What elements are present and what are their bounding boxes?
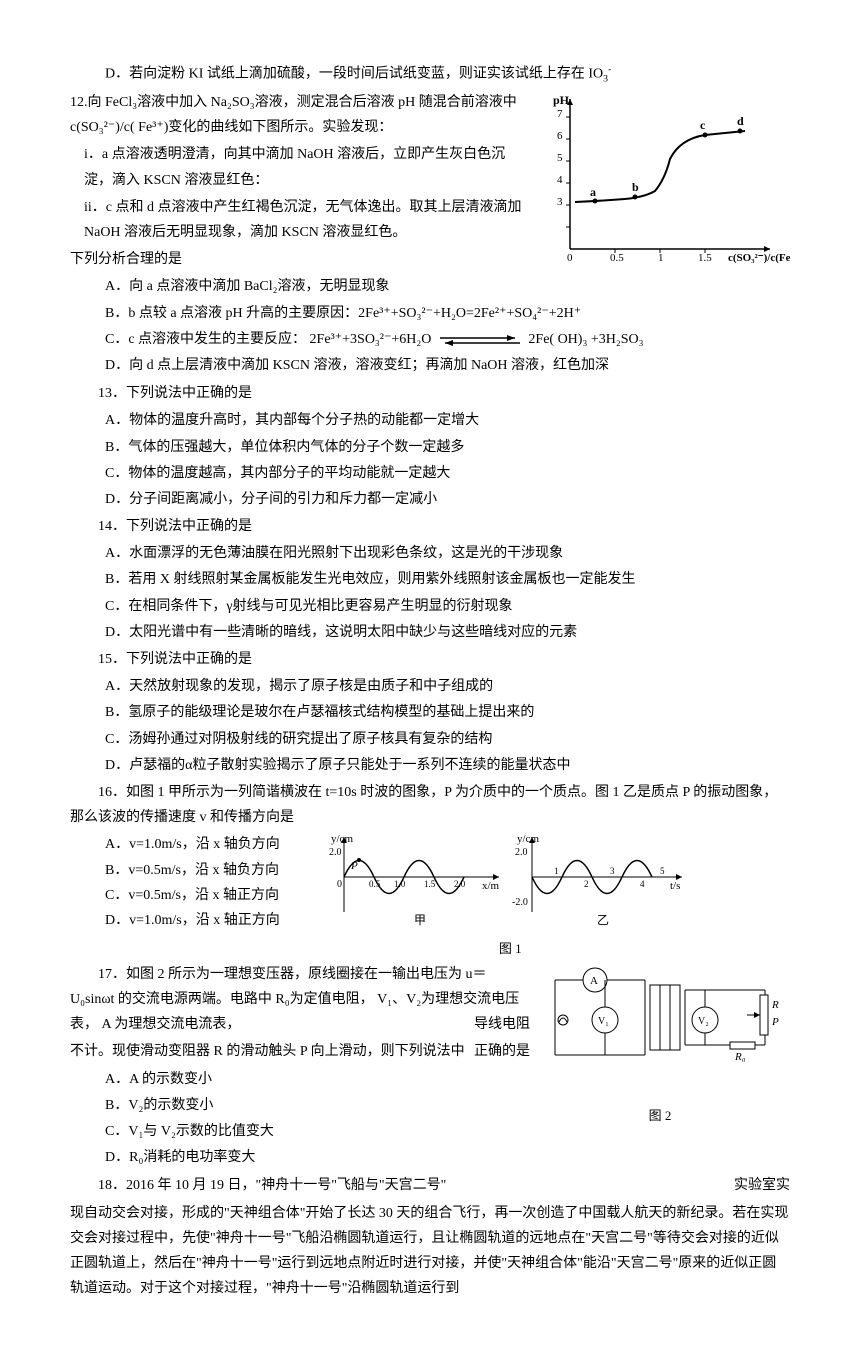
q16-d: D．v=1.0m/s，沿 x 轴正方向	[105, 908, 325, 933]
q18-stem-text: 18．2016 年 10 月 19 日，"神舟十一号"飞船与"天宫二号"	[98, 1178, 446, 1193]
q15-d: D．卢瑟福的α粒子散射实验揭示了原子只能处于一系列不连续的能量状态中	[70, 753, 790, 778]
svg-text:3: 3	[557, 196, 563, 208]
svg-text:y/cm: y/cm	[517, 833, 539, 845]
q15-c: C．汤姆孙通过对阴极射线的研究提出了原子核具有复杂的结构	[70, 727, 790, 752]
svg-text:0.5: 0.5	[610, 252, 624, 264]
svg-text:3: 3	[610, 866, 615, 876]
svg-text:R₀: R₀	[734, 1051, 746, 1063]
q12-b: B．b 点较 a 点溶液 pH 升高的主要原因：2Fe³⁺+SO₃²⁻+H₂O=…	[70, 301, 790, 326]
svg-text:c(SO₃²⁻)/c(Fe³⁺): c(SO₃²⁻)/c(Fe³⁺)	[728, 252, 790, 264]
svg-text:-2.0: -2.0	[512, 897, 528, 908]
svg-text:0.5: 0.5	[369, 879, 381, 889]
q17-figure: A V₁ V₂ R P R₀ 图 2	[530, 960, 790, 1128]
svg-text:V₁: V₁	[598, 1016, 609, 1027]
q16-caption: 图 1	[329, 937, 693, 960]
q14-b: B．若用 X 射线照射某金属板能发生光电效应，则用紫外线照射该金属板也一定能发生	[70, 567, 790, 592]
svg-text:甲: 甲	[414, 913, 426, 927]
sup: -	[608, 64, 611, 75]
q13-d: D．分子间距离减小，分子间的引力和斥力都一定减小	[70, 487, 790, 512]
q13-a: A．物体的温度升高时，其内部每个分子热的动能都一定增大	[70, 408, 790, 433]
svg-text:2.0: 2.0	[329, 847, 342, 858]
svg-text:1.5: 1.5	[424, 879, 436, 889]
q18-stem: 18．2016 年 10 月 19 日，"神舟十一号"飞船与"天宫二号" 实验室…	[70, 1173, 790, 1198]
svg-text:乙: 乙	[597, 913, 609, 927]
q15-a: A．天然放射现象的发现，揭示了原子核是由质子和中子组成的	[70, 674, 790, 699]
svg-text:t/s: t/s	[670, 880, 680, 892]
q16-stem: 16．如图 1 甲所示为一列简谐横波在 t=10s 时波的图象，P 为介质中的一…	[70, 780, 790, 830]
svg-text:4: 4	[640, 879, 645, 889]
q16-b: B．v=0.5m/s，沿 x 轴负方向	[105, 858, 325, 883]
svg-text:2.0: 2.0	[454, 879, 466, 889]
svg-text:A: A	[590, 975, 598, 987]
svg-text:y/cm: y/cm	[331, 833, 353, 845]
q14-c: C．在相同条件下，γ射线与可见光相比更容易产生明显的衍射现象	[70, 594, 790, 619]
sub: 3	[603, 73, 608, 84]
q13-stem: 13．下列说法中正确的是	[70, 381, 790, 406]
q12-d: D．向 d 点上层清液中滴加 KSCN 溶液，溶液变红；再滴加 NaOH 溶液，…	[70, 353, 790, 378]
q17-stem2-tail: 正确的是	[474, 1039, 530, 1064]
q13-b: B．气体的压强越大，单位体积内气体的分子个数一定越多	[70, 435, 790, 460]
q16-fig-jia: y/cm x/m 2.0 0 0.5 1.0 1.5 2.0 P 甲	[329, 832, 509, 927]
q16-figures: y/cm x/m 2.0 0 0.5 1.0 1.5 2.0 P 甲 y/cm t/s…	[329, 832, 693, 960]
q17-caption: 图 2	[530, 1104, 790, 1127]
q12-c-pre: C．c 点溶液中发生的主要反应： 2Fe³⁺+3SO₃²⁻+6H₂O	[105, 332, 431, 347]
equilibrium-arrow-icon	[435, 334, 525, 346]
svg-text:1.5: 1.5	[698, 252, 712, 264]
svg-text:b: b	[632, 180, 639, 194]
q16-options: A．v=1.0m/s，沿 x 轴负方向 B．v=0.5m/s，沿 x 轴负方向 …	[105, 832, 325, 933]
q16-a: A．v=1.0m/s，沿 x 轴负方向	[105, 832, 325, 857]
q18-stem-tail: 实验室实	[706, 1173, 790, 1198]
svg-text:1.0: 1.0	[394, 879, 406, 889]
q14-stem: 14．下列说法中正确的是	[70, 514, 790, 539]
q17-stem1-tail: 导线电阻	[446, 1012, 530, 1037]
svg-text:x/m: x/m	[482, 880, 500, 892]
q15-stem: 15．下列说法中正确的是	[70, 647, 790, 672]
svg-text:0: 0	[567, 252, 573, 264]
svg-text:5: 5	[557, 152, 563, 164]
q12-c: C．c 点溶液中发生的主要反应： 2Fe³⁺+3SO₃²⁻+6H₂O 2Fe( …	[70, 327, 790, 352]
svg-text:d: d	[737, 114, 744, 128]
q12-c-post: 2Fe( OH)₃ +3H₂SO₃	[528, 332, 643, 347]
svg-text:2.0: 2.0	[515, 847, 528, 858]
q11-d-text: D．若向淀粉 KI 试纸上滴加硫酸，一段时间后试纸变蓝，则证实该试纸上存在 IO	[105, 67, 603, 82]
q13-c: C．物体的温度越高，其内部分子的平均动能就一定越大	[70, 461, 790, 486]
svg-text:6: 6	[557, 130, 563, 142]
q14-d: D．太阳光谱中有一些清晰的暗线，这说明太阳中缺少与这些暗线对应的元素	[70, 620, 790, 645]
svg-text:2: 2	[584, 879, 589, 889]
svg-text:V₂: V₂	[698, 1016, 709, 1027]
svg-text:R: R	[771, 999, 779, 1011]
svg-text:5: 5	[660, 866, 665, 876]
q11-option-d: D．若向淀粉 KI 试纸上滴加硫酸，一段时间后试纸变蓝，则证实该试纸上存在 IO…	[70, 61, 790, 88]
svg-text:P: P	[350, 860, 358, 872]
svg-text:4: 4	[557, 174, 563, 186]
svg-text:7: 7	[557, 108, 563, 120]
svg-text:1: 1	[554, 866, 559, 876]
q17-d: D．R₀消耗的电功率变大	[70, 1145, 790, 1170]
q12-chart: pH 7 6 5 4 3 0 0.5 1 1.5 c(SO₃²⁻)/c(Fe³⁺…	[540, 89, 790, 269]
q16-fig-yi: y/cm t/s 2.0 -2.0 1 2 3 4 5 乙	[512, 832, 692, 927]
q17-stem2-text: 不计。现使滑动变阻器 R 的滑动触头 P 向上滑动，则下列说法中	[70, 1044, 465, 1059]
svg-text:c: c	[700, 118, 706, 132]
q15-b: B．氢原子的能级理论是玻尔在卢瑟福核式结构模型的基础上提出来的	[70, 700, 790, 725]
svg-text:a: a	[590, 185, 596, 199]
q14-a: A．水面漂浮的无色薄油膜在阳光照射下出现彩色条纹，这是光的干涉现象	[70, 541, 790, 566]
svg-text:P: P	[771, 1016, 779, 1028]
q16-c: C．v=0.5m/s，沿 x 轴正方向	[105, 883, 325, 908]
svg-text:pH: pH	[553, 93, 570, 107]
svg-text:0: 0	[337, 879, 342, 890]
svg-text:1: 1	[658, 252, 664, 264]
